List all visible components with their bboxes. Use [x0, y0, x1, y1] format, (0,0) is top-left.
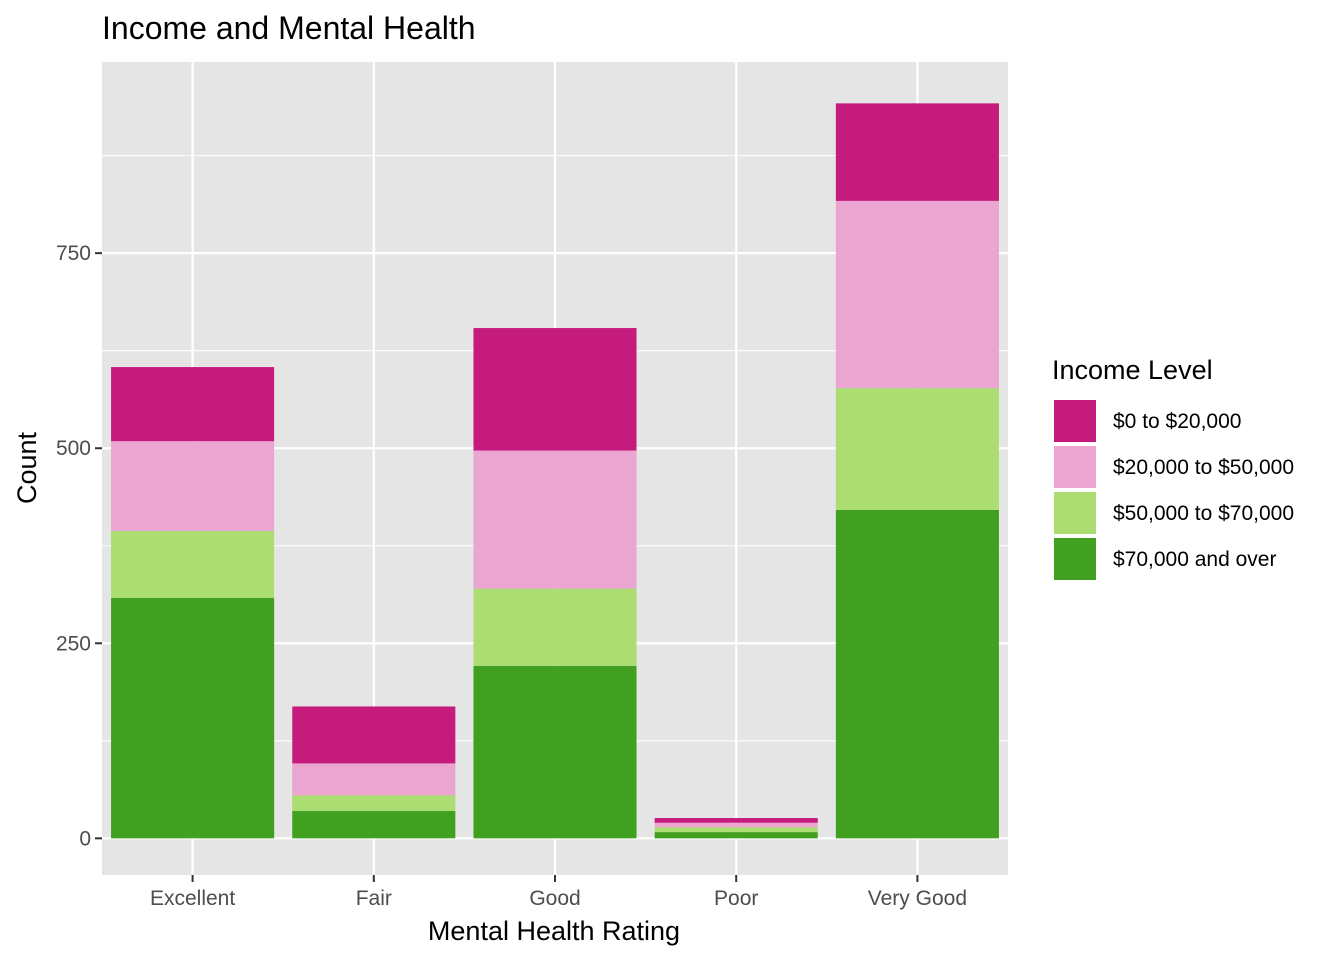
bar-segment: [654, 818, 818, 823]
bars: [111, 103, 999, 839]
y-tick-label: 250: [56, 632, 91, 655]
legend-title: Income Level: [1052, 355, 1213, 385]
legend-key: [1054, 446, 1096, 488]
bar-segment: [473, 450, 637, 589]
bar-segment: [111, 367, 275, 442]
bar-segment: [292, 706, 456, 764]
bar-segment: [292, 795, 456, 812]
x-axis: Excellent Fair Good Poor Very Good: [150, 875, 967, 910]
bar-segment: [654, 832, 818, 839]
bar-segment: [835, 388, 999, 510]
x-tick-label: Poor: [714, 887, 758, 910]
bar-segment: [111, 530, 275, 599]
bar-segment: [835, 200, 999, 389]
legend: Income Level $0 to $20,000 $20,000 to $50…: [1052, 355, 1294, 580]
x-tick-label: Excellent: [150, 887, 235, 910]
legend-label: $0 to $20,000: [1113, 410, 1241, 433]
bar-segment: [654, 822, 818, 828]
y-axis: 0 250 500 750: [56, 242, 102, 850]
y-tick-label: 0: [79, 827, 91, 850]
bar-segment: [835, 103, 999, 201]
bar-segment: [292, 763, 456, 796]
legend-label: $70,000 and over: [1113, 548, 1276, 571]
legend-label: $20,000 to $50,000: [1113, 456, 1294, 479]
bar-segment: [835, 509, 999, 839]
x-tick-label: Very Good: [868, 887, 967, 910]
legend-key: [1054, 400, 1096, 442]
chart-title: Income and Mental Health: [102, 10, 476, 46]
bar-segment: [473, 328, 637, 451]
bar-segment: [111, 598, 275, 839]
y-tick-label: 500: [56, 437, 91, 460]
bar-segment: [111, 441, 275, 531]
legend-key: [1054, 538, 1096, 580]
legend-key: [1054, 492, 1096, 534]
bar-segment: [473, 588, 637, 666]
bar-segment: [473, 665, 637, 839]
legend-label: $50,000 to $70,000: [1113, 502, 1294, 525]
bar-segment: [292, 811, 456, 839]
x-tick-label: Fair: [356, 887, 392, 910]
y-tick-label: 750: [56, 242, 91, 265]
x-axis-title: Mental Health Rating: [428, 916, 680, 946]
x-tick-label: Good: [529, 887, 580, 910]
y-axis-title: Count: [12, 431, 42, 504]
bar-segment: [654, 827, 818, 833]
